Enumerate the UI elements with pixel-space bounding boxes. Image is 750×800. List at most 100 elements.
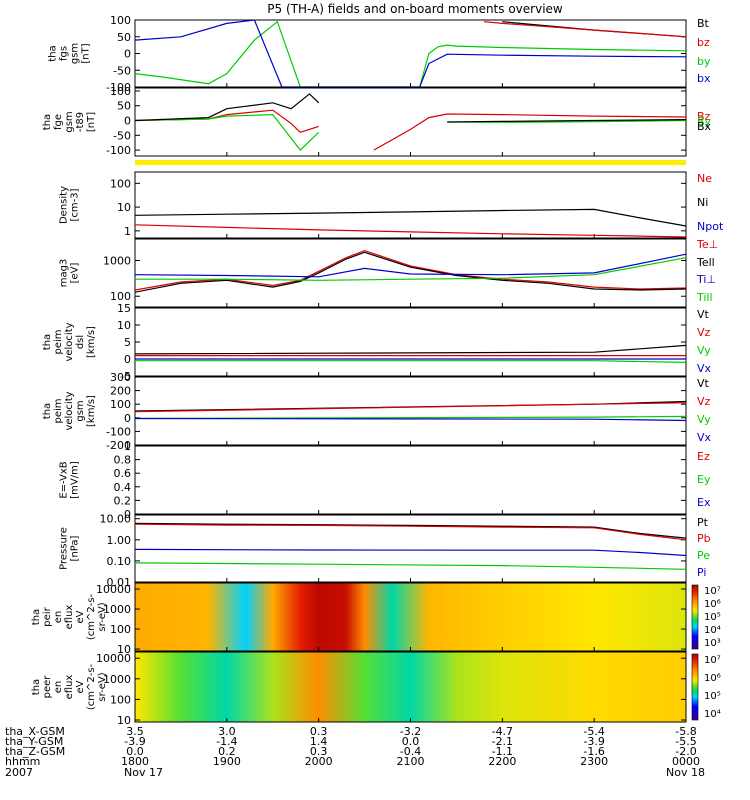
x-row-value: -5.8 — [675, 725, 696, 738]
y-axis-label: sr-eV) — [97, 672, 108, 701]
y-axis-label: eV — [75, 610, 86, 623]
status-bar — [135, 160, 686, 165]
panel-7: 10.80.60.40.20 E=-VxB [mV/m] Ez Ey Ex — [59, 440, 711, 521]
y-tick-label: -200 — [106, 439, 131, 452]
x-row-label: tha_X-GSM — [5, 725, 65, 738]
legend-Ne: Ne — [697, 172, 712, 185]
y-axis-label: [cm-3] — [70, 188, 81, 221]
y-tick-label: 0 — [124, 48, 131, 61]
y-axis-label: -t89 — [75, 112, 86, 132]
x-row-value: 2100 — [397, 755, 425, 768]
y-axis-label: en — [53, 611, 64, 624]
legend-Ez: Ez — [697, 450, 710, 463]
y-tick-label: 200 — [110, 385, 131, 398]
legend-Bx: Bx — [697, 120, 712, 133]
y-tick-label: 5 — [124, 336, 131, 349]
y-tick-label: 1 — [124, 225, 131, 238]
panel-frame — [134, 171, 687, 239]
y-tick-label: 100 — [110, 14, 131, 27]
x-row-label: hhmm — [5, 755, 40, 768]
x-row-value: 2300 — [580, 755, 608, 768]
series-Te⊥ — [135, 249, 686, 291]
legend-Vx: Vx — [697, 362, 712, 375]
panel-frame — [134, 307, 687, 377]
y-tick-label: 1000 — [103, 255, 131, 268]
series-Tell — [135, 251, 686, 293]
legend-Pt: Pt — [697, 516, 709, 529]
series-Ni — [135, 208, 686, 227]
legend-Ti⊥: Ti⊥ — [696, 273, 716, 286]
y-axis-label: [nT] — [81, 43, 92, 63]
legend-Ex: Ex — [697, 496, 711, 509]
y-axis-label: [nPa] — [70, 535, 81, 561]
panel-3: 100 10 1 Density [cm-3] Ne Ni Npot — [59, 171, 724, 239]
x-row-value: -5.4 — [583, 725, 604, 738]
y-axis-label: peer — [42, 675, 53, 699]
y-tick-label: 10 — [117, 201, 131, 214]
panel-9: 10⁷ 10⁶ 10⁵ 10⁴ 10³ 10000 1000 100 10 tha peir en ef… — [31, 582, 721, 656]
x-row-value: 3.5 — [126, 725, 144, 738]
x-row-value: -3.9 — [583, 735, 604, 748]
colorbar-label: 10⁶ — [704, 599, 721, 610]
y-tick-label: 300 — [110, 371, 131, 384]
y-tick-label: 0.6 — [114, 467, 132, 480]
x-row-value: -3.2 — [400, 725, 421, 738]
series-Vx — [135, 417, 686, 422]
legend-Till: Till — [696, 291, 713, 304]
y-axis-label: sr-eV) — [97, 602, 108, 631]
x-row-value: 1900 — [213, 755, 241, 768]
y-tick-label: -50 — [113, 64, 131, 77]
legend-Vy: Vy — [697, 344, 711, 357]
x-row-value: 0.3 — [310, 725, 328, 738]
panel-frame — [134, 445, 687, 515]
x-row-value: -5.5 — [675, 735, 696, 748]
y-tick-label: -50 — [113, 129, 131, 142]
y-axis-label: tha — [31, 679, 42, 695]
y-axis-label: [nT] — [86, 112, 97, 132]
y-axis-label: [km/s] — [86, 395, 97, 427]
y-tick-label: -5 — [120, 370, 131, 383]
y-tick-label: 0.8 — [114, 454, 132, 467]
y-tick-label: 100 — [110, 623, 131, 636]
y-tick-label: -100 — [106, 81, 131, 94]
panel-5: 15 10 5 0 -5 tha peim velocity dsl [km/s] Vt Vz Vy Vx — [42, 302, 712, 383]
y-axis-label: [eV] — [70, 263, 81, 284]
y-axis-label: gsm — [70, 43, 81, 64]
y-axis-label: peim — [53, 329, 64, 354]
y-axis-label: dsl — [75, 335, 86, 349]
y-axis-label: mag3 — [59, 259, 70, 288]
series-Till — [135, 257, 686, 281]
y-axis-label: tha — [31, 609, 42, 625]
y-axis-label: fgs — [59, 46, 70, 61]
x-row-value: 0.2 — [218, 745, 236, 758]
y-tick-label: 1 — [124, 440, 131, 453]
series-Vz — [135, 402, 686, 413]
legend-by: by — [697, 55, 711, 68]
y-tick-label: 10 — [117, 714, 131, 727]
legend-Npot: Npot — [697, 220, 724, 233]
legend-bx: bx — [697, 72, 711, 85]
y-axis-label: tha — [42, 403, 53, 419]
y-axis-label: tha — [42, 114, 53, 130]
panel-frame — [134, 19, 687, 88]
x-row-value: 0.3 — [310, 745, 328, 758]
x-row-value: -1.6 — [583, 745, 604, 758]
y-tick-label: -100 — [106, 425, 131, 438]
series-Vt — [135, 344, 686, 355]
y-axis-label: gsm — [64, 111, 75, 132]
y-axis-label: gsm — [75, 400, 86, 421]
series-Pb — [135, 523, 686, 541]
series-Bx — [135, 93, 686, 123]
y-axis-label: (cm^2-s- — [86, 593, 97, 640]
legend-Te⊥: Te⊥ — [696, 238, 718, 251]
x-row-value: 1800 — [121, 755, 149, 768]
x-row-value: 0000 — [672, 755, 700, 768]
x-row-value: -1.1 — [492, 745, 513, 758]
y-tick-label: -100 — [106, 144, 131, 157]
y-tick-label: 100 — [110, 177, 131, 190]
y-tick-label: 10000 — [96, 652, 131, 665]
x-row-value: 3.0 — [218, 725, 236, 738]
x-row-value: -0.4 — [400, 745, 421, 758]
